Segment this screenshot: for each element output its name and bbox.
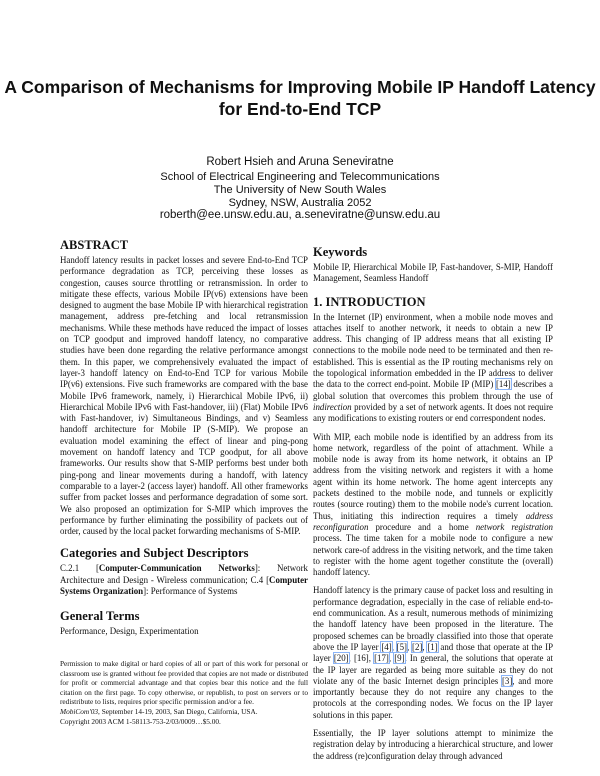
text-segment: In the Internet (IP) environment, when a… — [313, 311, 553, 390]
text-segment: , September 14-19, 2003, San Diego, Cali… — [98, 706, 258, 716]
right-column: Keywords Mobile IP, Hierarchical Mobile … — [313, 245, 553, 769]
text-segment: ]: Network Architecture and Design - Wir… — [60, 563, 308, 585]
text-segment: With MIP, each mobile node is identified… — [313, 431, 553, 521]
categories-heading: Categories and Subject Descriptors — [60, 546, 249, 561]
text-segment: address reconfiguration — [313, 510, 553, 532]
affiliation-line: School of Electrical Engineering and Tel… — [160, 171, 440, 183]
text-segment: network registration — [475, 521, 553, 532]
author-emails: roberth@ee.unsw.edu.au, a.seneviratne@un… — [159, 209, 441, 221]
citation-link[interactable]: [20] — [332, 652, 350, 665]
text-segment: , [16], — [348, 653, 375, 664]
text-segment: and those that operate at the IP layer — [313, 641, 554, 664]
permission-notice: Permission to make digital or hard copie… — [60, 659, 308, 726]
text-segment: , — [388, 653, 395, 664]
citation-link[interactable]: [2] — [410, 640, 424, 653]
permission-text: Permission to make digital or hard copie… — [60, 659, 308, 707]
citation-link[interactable]: [17] — [373, 652, 390, 665]
text-segment: , — [391, 641, 397, 652]
text-segment: indirection — [313, 401, 352, 412]
author-names: Robert Hsieh and Aruna Seneviratne — [206, 156, 394, 168]
keywords-text: Mobile IP, Hierarchical Mobile IP, Fast-… — [313, 262, 553, 284]
keywords-heading: Keywords — [313, 245, 368, 259]
citation-link[interactable]: [4] — [380, 640, 393, 653]
copyright-line: Copyright 2003 ACM 1-58113-753-2/03/0009… — [60, 716, 221, 726]
citation-link[interactable]: [1] — [426, 640, 439, 653]
text-segment: Handoff latency is the primary cause of … — [313, 585, 553, 652]
abstract-heading: ABSTRACT — [60, 238, 129, 252]
text-segment: ]: Performance of Systems — [143, 586, 238, 597]
text-segment: describes a global solution that overcom… — [313, 379, 553, 401]
affiliation-line: Sydney, NSW, Australia 2052 — [228, 197, 372, 209]
affiliation-line: The University of New South Wales — [213, 184, 387, 196]
text-segment: , and more importantly because they do n… — [313, 675, 553, 720]
citation-link[interactable]: [3] — [500, 674, 514, 687]
left-column: ABSTRACT Handoff latency results in pack… — [60, 238, 308, 645]
citation-link[interactable]: [5] — [395, 640, 409, 653]
paper-title: A Comparison of Mechanisms for Improving… — [4, 77, 596, 119]
text-segment: MobiCom'03 — [60, 706, 99, 716]
text-segment: C.2.1 [ — [60, 563, 99, 574]
text-segment: procedure and a home — [368, 521, 476, 532]
intro-paragraph: Essentially, the IP layer solutions atte… — [313, 728, 553, 762]
text-segment: , — [422, 641, 428, 652]
text-segment: Computer-Communication Networks — [98, 563, 255, 574]
text-segment: provided by a set of network agents. It … — [313, 401, 553, 424]
abstract-text: Handoff latency results in packet losses… — [60, 255, 308, 537]
citation-link[interactable]: [9] — [393, 652, 406, 665]
intro-paragraph: In the Internet (IP) environment, when a… — [313, 312, 553, 425]
general-terms-heading: General Terms — [60, 609, 140, 624]
author-block: Robert Hsieh and Aruna Seneviratne Schoo… — [0, 156, 600, 210]
intro-paragraph: With MIP, each mobile node is identified… — [313, 432, 553, 579]
text-segment: Computer Systems Organization — [60, 574, 308, 597]
citation-link[interactable]: [14] — [494, 378, 512, 391]
categories-text: C.2.1 [Computer-Communication Networks]:… — [60, 563, 308, 597]
text-segment: . In general, the solutions that operate… — [313, 653, 553, 686]
text-segment: Essentially, the IP layer solutions atte… — [313, 727, 553, 761]
text-segment: process. The time taken for a mobile nod… — [313, 533, 553, 578]
general-terms-text: Performance, Design, Experimentation — [60, 626, 199, 637]
venue-line: MobiCom'03, September 14-19, 2003, San D… — [60, 707, 308, 717]
introduction-heading: 1. INTRODUCTION — [313, 294, 426, 309]
text-segment: , — [407, 641, 412, 652]
intro-paragraph: Handoff latency is the primary cause of … — [313, 585, 553, 721]
